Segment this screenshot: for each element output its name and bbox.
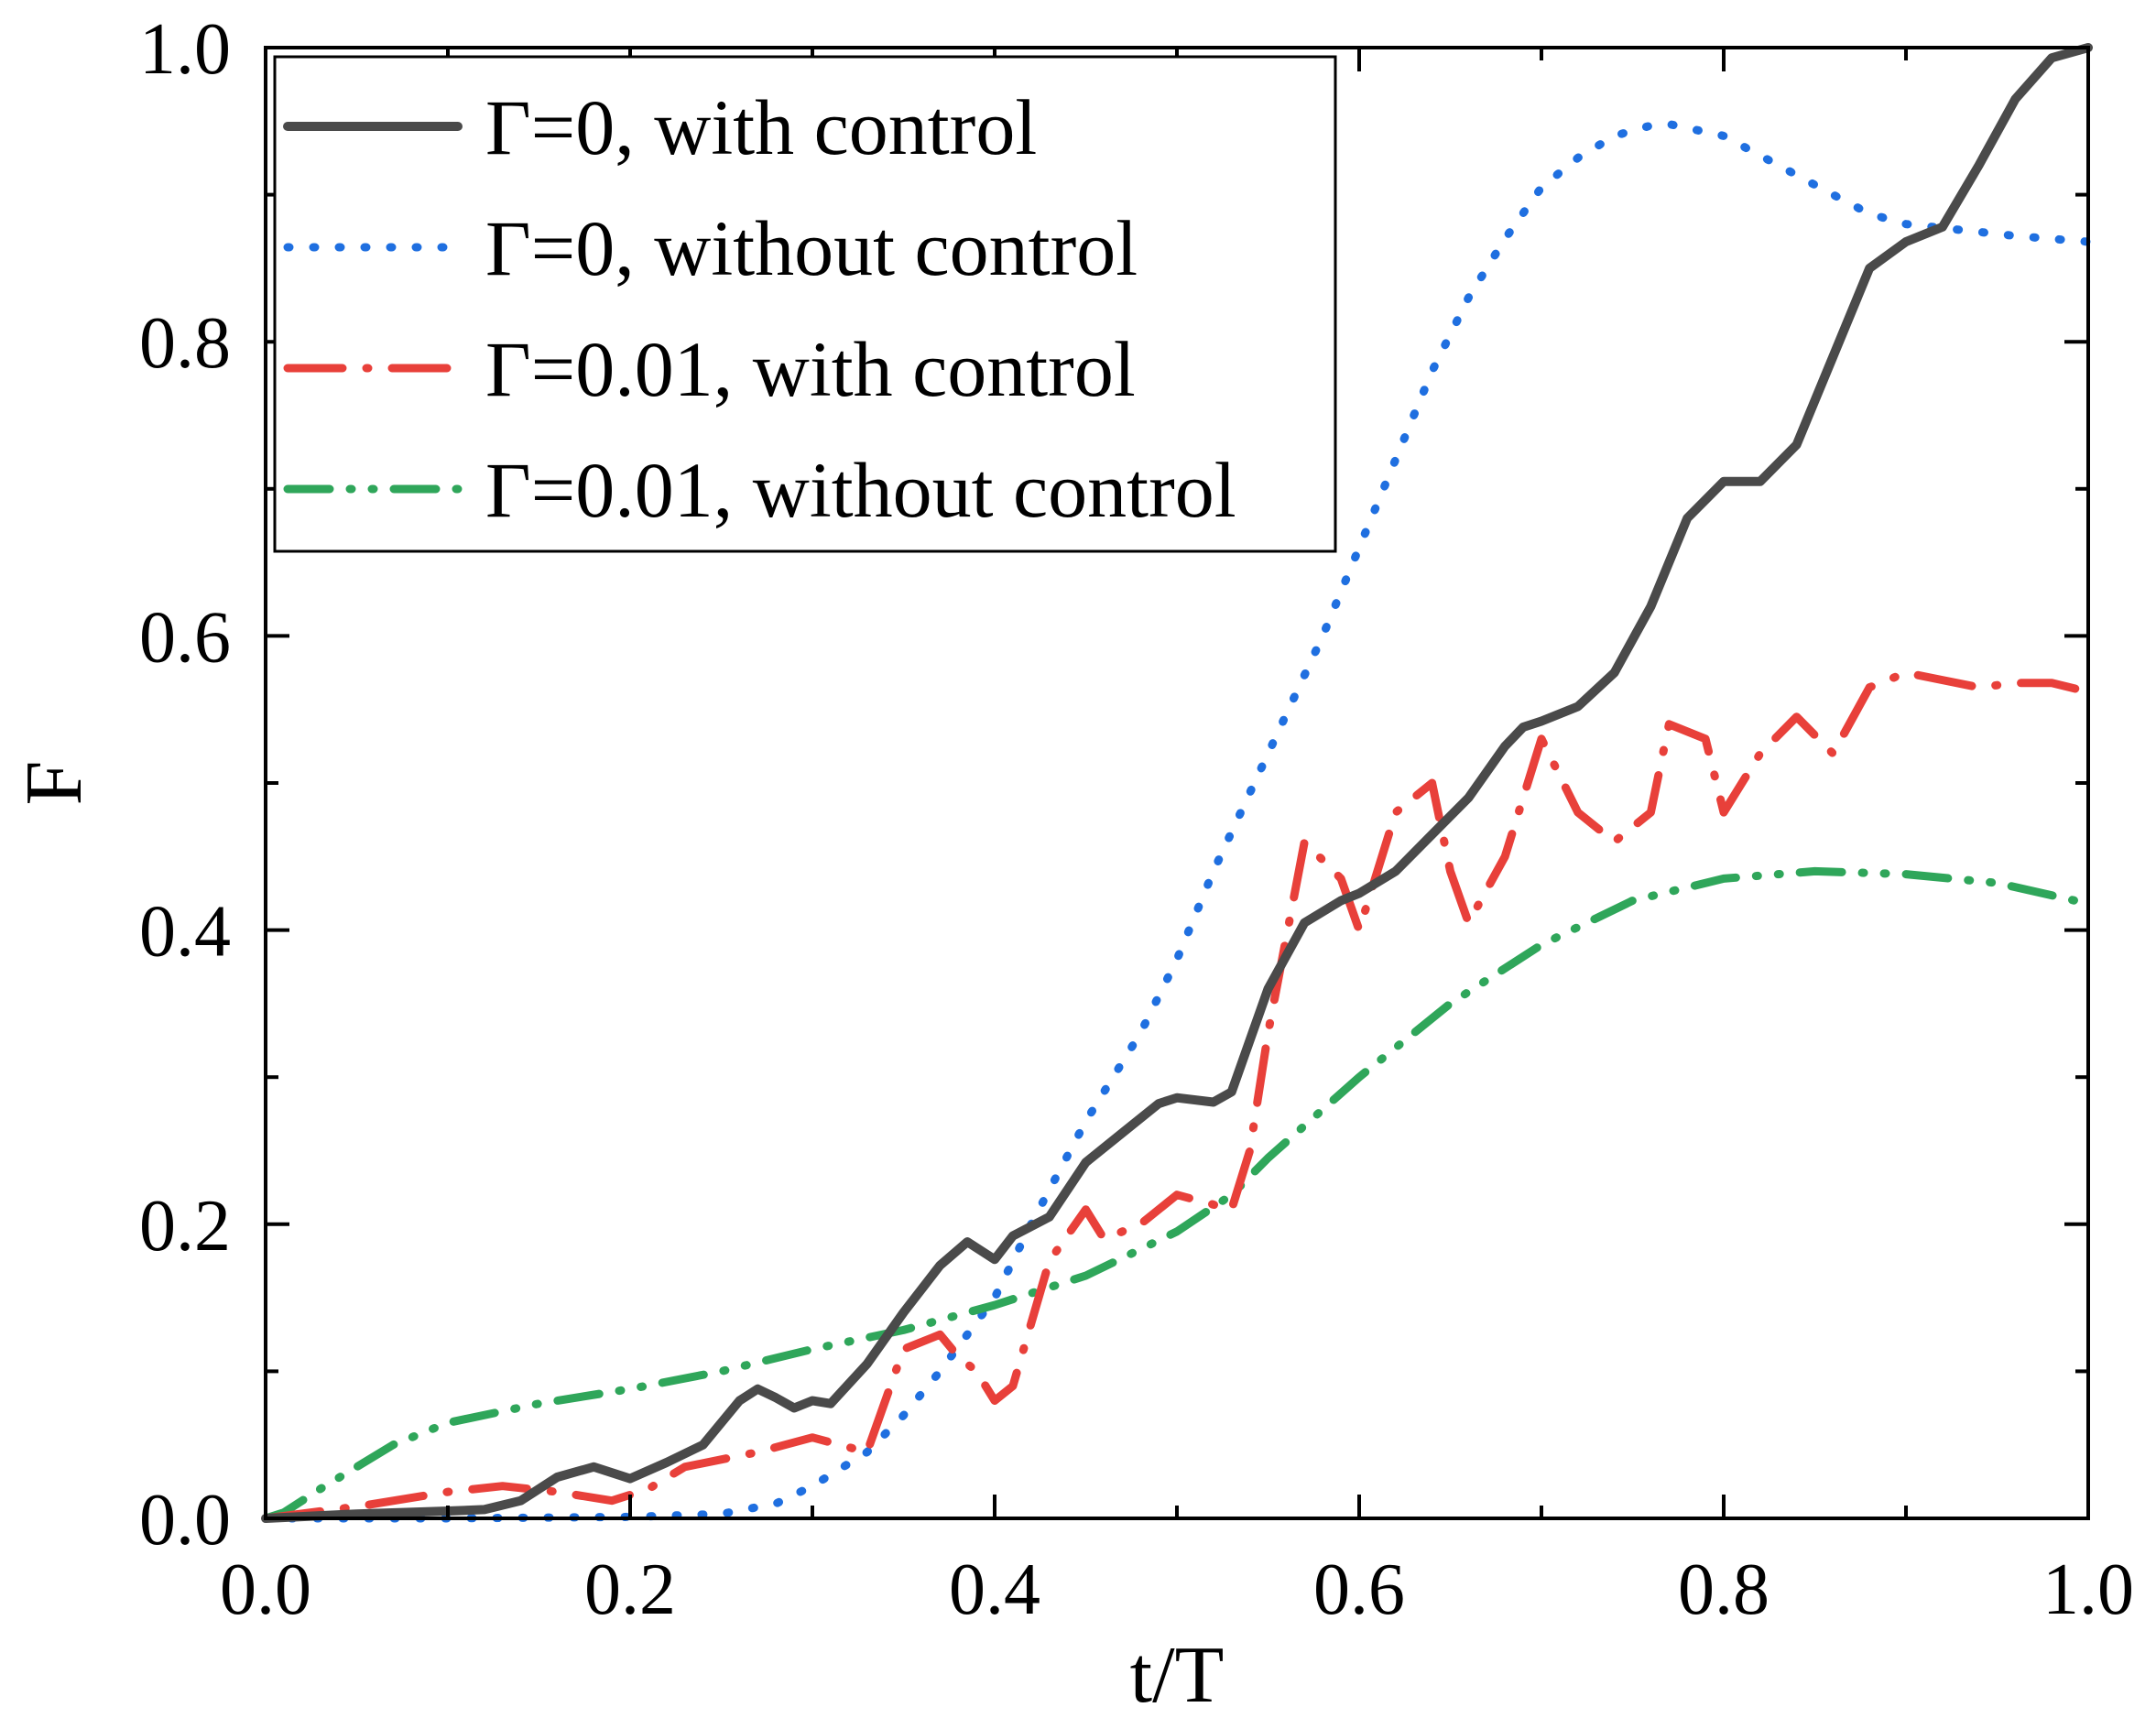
legend-label-1: Γ=0, with control: [485, 83, 1037, 171]
y-tick-label: 0.2: [139, 1186, 231, 1267]
legend-label-3: Γ=0.01, with control: [485, 325, 1136, 413]
legend-label-2: Γ=0, without control: [485, 204, 1138, 292]
x-tick-label: 0.6: [1313, 1549, 1405, 1630]
legend-box: [273, 55, 1337, 553]
series-line-4: [261, 866, 2093, 1523]
series-line-2: [261, 120, 2093, 1523]
x-tick-label: 1.0: [2042, 1549, 2134, 1630]
y-axis-title: F: [10, 761, 99, 806]
y-tick-label: 0.4: [139, 892, 231, 973]
axes-layer: 0.0 0.2 0.4 0.6 0.8 1.0 0.0 0.2 0.4 0.6 0.8 1.0 t/T F: [10, 9, 2134, 1718]
legend: Γ=0, with control Γ=0, without control Γ=0…: [273, 55, 1337, 553]
x-tick-label: 0.8: [1678, 1549, 1769, 1630]
series-layer: [261, 43, 2093, 1523]
x-tick-label: 0.2: [584, 1549, 676, 1630]
y-tick-label: 1.0: [139, 9, 231, 90]
series-line-3: [261, 669, 2093, 1523]
series-line-1: [261, 43, 2093, 1523]
y-tick-label: 0.8: [139, 303, 231, 384]
x-axis-title: t/T: [1130, 1631, 1225, 1718]
y-tick-label: 0.0: [139, 1480, 231, 1560]
x-tick-label: 0.0: [220, 1549, 311, 1630]
y-tick-label: 0.6: [139, 597, 231, 678]
x-tick-label: 0.4: [949, 1549, 1040, 1630]
legend-label-4: Γ=0.01, without control: [485, 446, 1236, 534]
